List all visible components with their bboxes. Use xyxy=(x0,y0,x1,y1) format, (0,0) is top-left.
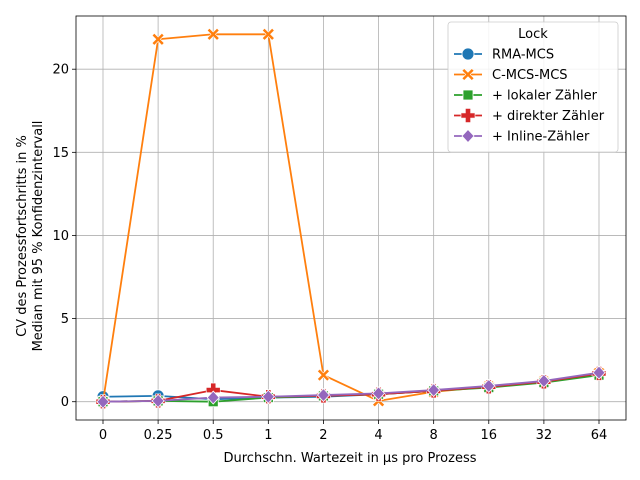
y-tick-label: 0 xyxy=(61,395,69,410)
x-tick-label: 16 xyxy=(481,428,498,443)
series-layer xyxy=(95,27,607,410)
x-tick-label: 64 xyxy=(591,428,608,443)
data-point xyxy=(206,390,220,405)
x-tick-label: 1 xyxy=(264,428,272,443)
legend-item: + Inline-Zähler xyxy=(454,128,590,145)
legend-title: Lock xyxy=(518,27,548,42)
series--inline-z-hler xyxy=(96,365,606,409)
legend-box xyxy=(447,21,619,153)
y-tick-label: 20 xyxy=(52,63,69,78)
legend-label: + Inline-Zähler xyxy=(492,130,590,145)
legend-marker xyxy=(461,47,475,61)
y-axis-label-line2: Median mit 95 % Konfidenzintervall xyxy=(31,121,46,352)
legend-label: RMA-MCS xyxy=(492,48,554,63)
legend-item: RMA-MCS xyxy=(454,48,554,63)
legend-label: C-MCS-MCS xyxy=(492,68,568,83)
data-point xyxy=(261,27,275,41)
legend-marker xyxy=(461,68,475,81)
legend: Lock RMA-MCS C-MCS-MCS + lokaler Zähler + di… xyxy=(447,21,619,153)
legend-marker xyxy=(460,108,476,123)
data-point xyxy=(427,382,441,398)
data-point xyxy=(592,365,606,380)
x-tick-label: 0.25 xyxy=(144,428,173,443)
x-tick-label: 0.5 xyxy=(203,428,224,443)
data-point xyxy=(151,393,165,408)
data-point xyxy=(317,368,330,382)
legend-marker xyxy=(461,128,475,144)
x-tick-label: 2 xyxy=(319,428,327,443)
legend-item: + direkter Zähler xyxy=(454,108,605,124)
data-point xyxy=(482,378,496,394)
legend-label: + direkter Zähler xyxy=(492,109,605,124)
x-tick-label: 4 xyxy=(374,428,382,443)
data-point xyxy=(261,389,275,404)
series-line xyxy=(102,371,600,403)
plot-frame xyxy=(75,15,627,421)
data-point xyxy=(316,387,330,403)
legend-item: + lokaler Zähler xyxy=(454,89,598,104)
data-point xyxy=(372,386,386,401)
y-axis-label-line1: CV des Prozessfortschritts in % xyxy=(15,135,30,337)
y-axis-label: CV des Prozessfortschritts in % Median m… xyxy=(15,121,46,352)
x-tick-label: 0 xyxy=(99,428,107,443)
y-tick-label: 5 xyxy=(61,312,69,327)
y-tick-label: 15 xyxy=(52,146,69,161)
x-tick-label: 32 xyxy=(536,428,553,443)
data-point xyxy=(151,32,165,46)
y-tick-label: 10 xyxy=(52,229,69,244)
data-point xyxy=(96,394,110,409)
legend-label: + lokaler Zähler xyxy=(492,89,598,104)
data-point xyxy=(206,27,220,41)
axes: 0 0.25 0.5 1 2 4 8 16 32 64 0 5 10 15 20 xyxy=(52,15,627,443)
legend-marker xyxy=(462,89,474,101)
x-tick-label: 8 xyxy=(430,428,438,443)
data-point xyxy=(537,373,551,389)
legend-item: C-MCS-MCS xyxy=(454,68,568,83)
x-axis-label: Durchschn. Wartezeit in µs pro Prozess xyxy=(224,451,477,466)
